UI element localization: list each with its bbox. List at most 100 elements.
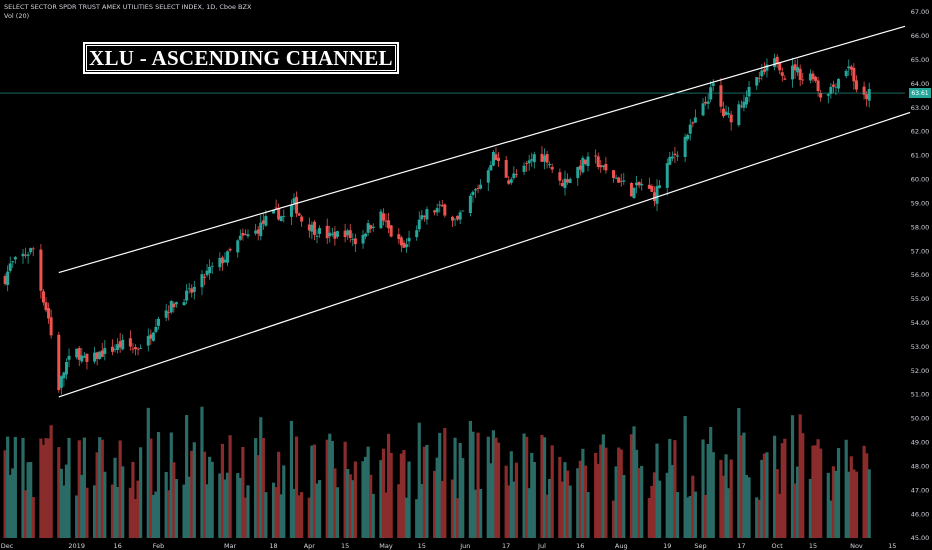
y-tick-label: 63.00 [911, 104, 930, 112]
volume-bar [527, 488, 531, 538]
candle-body [44, 302, 48, 311]
volume-bar [650, 485, 654, 538]
candle-body [619, 180, 623, 182]
candle-body [387, 220, 391, 229]
volume-bar [113, 457, 117, 538]
candle-body [780, 72, 784, 76]
candle-body [604, 163, 608, 171]
candle-body [223, 259, 227, 263]
volume-bar [790, 415, 795, 538]
candle-body [31, 248, 35, 250]
volume-bar [389, 452, 393, 538]
candle-body [509, 179, 513, 183]
y-tick-label: 59.00 [911, 199, 930, 207]
volume-bar [433, 470, 437, 538]
volume-bar [819, 448, 823, 538]
candle-body [468, 195, 472, 214]
volume-bar [236, 473, 240, 538]
candle-body [371, 226, 375, 228]
candle-body [351, 239, 355, 240]
volume-bar [225, 472, 230, 538]
volume-bar [21, 437, 25, 538]
candle-body [399, 237, 403, 246]
channel-line-lower [58, 111, 911, 398]
candle-body [729, 114, 733, 123]
volume-bar [386, 433, 391, 538]
candle-body [560, 182, 564, 187]
candle-body [527, 160, 531, 164]
candle-body [279, 216, 283, 222]
volume-bar [190, 450, 194, 538]
volume-bar [796, 466, 800, 538]
candle-body [261, 220, 265, 224]
candle-body [82, 356, 86, 358]
candle-body [310, 224, 314, 232]
volume-bar [210, 461, 214, 538]
volume-bar [366, 446, 370, 538]
candle-body [507, 180, 511, 184]
volume-bar [530, 452, 534, 538]
volume-bar [509, 451, 513, 538]
channel-lines [58, 25, 911, 398]
candle-body [218, 257, 222, 268]
candle-body [658, 185, 662, 188]
x-tick-label: Apr [304, 542, 316, 550]
volume-bar [29, 461, 33, 538]
volume-bar [312, 444, 317, 538]
volume-bar [121, 466, 125, 538]
candle-body [474, 189, 478, 191]
volume-bar [118, 440, 122, 538]
volume-bar [867, 469, 871, 538]
candle-body [783, 78, 787, 80]
candle-body [865, 94, 869, 99]
candle-body [226, 251, 230, 263]
volume-bar [765, 452, 769, 538]
x-tick-label: Jul [537, 542, 546, 550]
volume-bar [450, 479, 455, 538]
candle-body [739, 105, 743, 107]
candle-body [85, 353, 89, 362]
volume-bar [44, 438, 48, 538]
volume-bar [133, 498, 138, 538]
volume-bar [259, 417, 263, 538]
candle-body [297, 213, 301, 216]
candle-body [220, 257, 224, 264]
candle-body [295, 196, 299, 214]
volume-bar [670, 465, 674, 538]
volume-bar [223, 479, 227, 538]
volume-bar [348, 474, 352, 538]
candle-body [103, 348, 107, 354]
candle-body [157, 318, 161, 326]
x-tick-label: 15 [809, 542, 817, 550]
volume-bar [438, 432, 442, 538]
candle-body [566, 179, 570, 183]
volume-bar [703, 494, 708, 538]
candle-body [26, 254, 30, 256]
candle-body [811, 73, 815, 80]
volume-bar [486, 436, 490, 538]
channel-line-upper [58, 25, 906, 274]
candle-body [617, 177, 621, 183]
volume-bar [834, 470, 838, 538]
chart-annotation-title[interactable]: XLU - ASCENDING CHANNEL [82, 41, 400, 75]
y-tick-label: 51.00 [911, 391, 930, 399]
volume-bar [594, 452, 598, 538]
candle-body [8, 263, 12, 271]
volume-bar [622, 474, 626, 538]
candle-body [425, 209, 429, 220]
candle-body [440, 205, 444, 207]
volume-bar [379, 460, 383, 538]
volume-bar [399, 453, 403, 538]
candle-body [300, 216, 304, 222]
volume-bar [724, 454, 728, 538]
symbol-header: SELECT SECTOR SPDR TRUST AMEX UTILITIES … [4, 3, 252, 11]
volume-bar [522, 433, 526, 538]
y-tick-label: 45.00 [911, 534, 930, 542]
candle-body [113, 348, 117, 350]
volume-bar [11, 468, 15, 538]
candle-body [837, 78, 841, 89]
volume-bar [729, 459, 733, 538]
candle-body [389, 225, 393, 237]
volume-bar [854, 471, 859, 538]
